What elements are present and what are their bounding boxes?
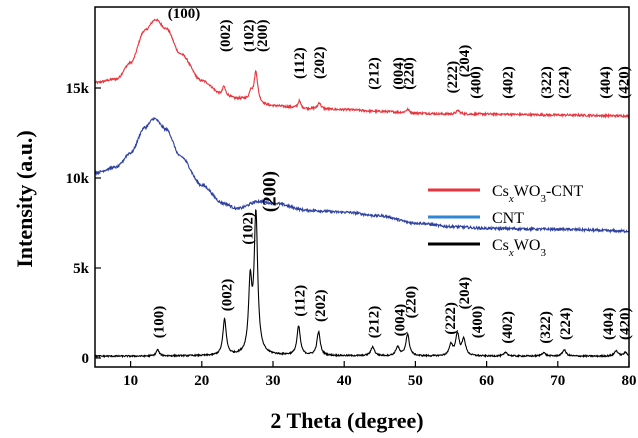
peak-label: (224) (557, 66, 573, 99)
peak-label: (004) (391, 57, 407, 90)
annotation-layer: (100)(002) (102)(200)(112) (202) (212) (004)… (152, 6, 634, 344)
peak-label: (222) (445, 61, 461, 94)
x-tick-label: 10 (123, 373, 138, 389)
peak-label: (202) (312, 47, 328, 80)
y-tick-label: 10k (66, 171, 90, 187)
peak-label: (404) (601, 308, 617, 341)
series-layer (94, 18, 630, 359)
peak-label: (220) (404, 286, 420, 319)
peak-label: (200) (255, 20, 271, 53)
x-tick-label: 70 (550, 373, 565, 389)
x-tick-label: 40 (337, 373, 352, 389)
legend-label: CsxWO3 (492, 237, 546, 259)
peak-label: (100) (152, 306, 168, 339)
peak-label: (212) (367, 306, 383, 339)
peak-label: (224) (558, 308, 574, 341)
peak-label: (212) (367, 57, 383, 90)
peak-label: (322) (539, 66, 555, 99)
peak-label: (220) (402, 57, 418, 90)
series-line-2 (94, 209, 629, 359)
peak-label: (002) (218, 20, 234, 53)
peak-label: (420) (617, 308, 633, 341)
peak-label: (002) (219, 279, 235, 312)
peak-label: (402) (500, 66, 516, 99)
tick-layer: 10 20 30 40 50 60 70 80 0 5k 10k 15k (66, 81, 637, 389)
peak-label: (404) (598, 66, 614, 99)
peak-label: (100) (168, 6, 201, 22)
y-tick-label: 15k (66, 81, 90, 97)
peak-label: (202) (313, 290, 329, 323)
peak-label: (200) (259, 171, 280, 212)
peak-label: (420) (617, 66, 633, 99)
peak-label: (400) (468, 66, 484, 99)
peak-label: (004) (392, 304, 408, 337)
x-axis-title: 2 Theta (degree) (270, 408, 423, 433)
peak-label: (102) (241, 20, 257, 53)
peak-label: (402) (500, 311, 516, 344)
peak-label: (204) (457, 277, 473, 310)
x-tick-label: 50 (408, 373, 423, 389)
y-axis-title: Intensity (a.u.) (12, 130, 37, 268)
x-tick-label: 30 (266, 373, 281, 389)
peak-label: (400) (470, 306, 486, 339)
peak-label: (222) (443, 302, 459, 335)
series-line-0 (94, 18, 630, 120)
peak-label: (322) (538, 311, 554, 344)
x-tick-label: 20 (194, 373, 209, 389)
series-line-1 (94, 116, 629, 234)
y-tick-label: 5k (73, 261, 90, 277)
peak-label: (112) (293, 285, 309, 317)
legend-label: CsxWO3-CNT (492, 183, 584, 205)
legend: CsxWO3-CNT CNT CsxWO3 (428, 183, 584, 259)
y-tick-label: 0 (82, 351, 90, 367)
plot-frame (94, 6, 630, 368)
peak-label: (204) (457, 45, 473, 78)
peak-label: (112) (292, 47, 308, 79)
x-tick-label: 80 (622, 373, 637, 389)
x-tick-label: 60 (479, 373, 494, 389)
legend-label: CNT (492, 210, 524, 227)
peak-label: (102) (241, 212, 257, 245)
